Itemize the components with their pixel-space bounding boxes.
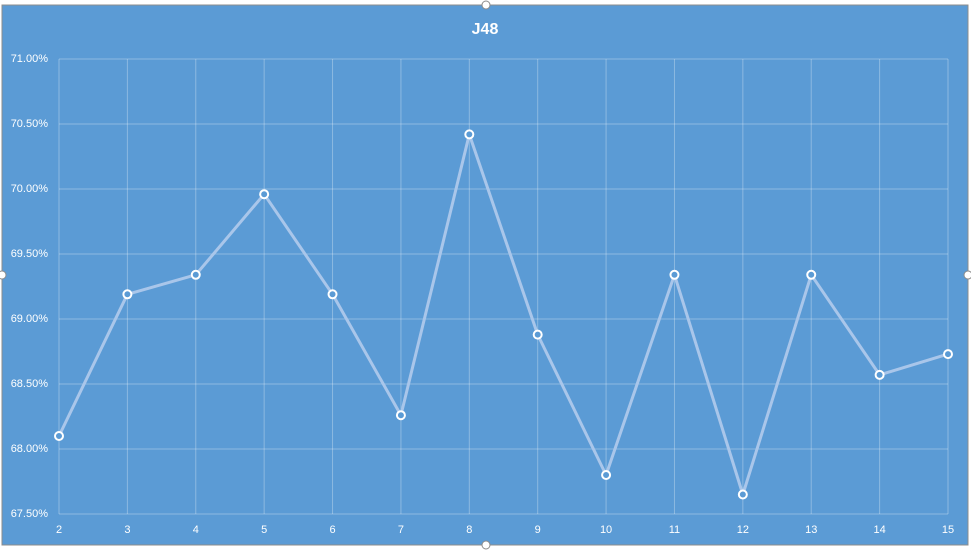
y-tick-label: 69.00% bbox=[11, 313, 49, 325]
y-tick-label: 71.00% bbox=[11, 53, 49, 65]
data-point bbox=[532, 329, 543, 340]
data-point bbox=[327, 289, 338, 300]
data-point bbox=[122, 289, 133, 300]
handle[interactable] bbox=[963, 270, 971, 280]
x-tick-label: 11 bbox=[669, 524, 680, 536]
chart-area[interactable] bbox=[1, 4, 969, 546]
series-line bbox=[57, 132, 949, 496]
y-tick-label: 69.50% bbox=[11, 248, 49, 260]
data-point bbox=[395, 410, 406, 421]
data-point bbox=[669, 269, 680, 280]
data-point bbox=[54, 431, 64, 441]
x-tick-label: 4 bbox=[193, 524, 199, 536]
x-tick-label: 5 bbox=[261, 524, 267, 536]
x-tick-label: 9 bbox=[535, 524, 541, 536]
x-tick-label: 14 bbox=[873, 524, 885, 536]
x-tick-label: 12 bbox=[737, 524, 749, 536]
data-point bbox=[464, 129, 475, 140]
chart-title: J48 bbox=[472, 21, 499, 38]
x-tick-label: 13 bbox=[805, 524, 817, 536]
x-tick-label: 6 bbox=[329, 524, 335, 536]
y-tick-label: 70.00% bbox=[11, 183, 49, 195]
handle[interactable] bbox=[0, 270, 7, 280]
x-tick-label: 8 bbox=[466, 524, 472, 536]
y-tick-label: 67.50% bbox=[11, 508, 49, 520]
x-tick-label: 7 bbox=[398, 524, 404, 536]
data-point bbox=[806, 269, 817, 280]
y-tick-label: 68.00% bbox=[11, 443, 49, 455]
data-point bbox=[874, 369, 885, 380]
handle[interactable] bbox=[481, 540, 491, 550]
x-tick-label: 2 bbox=[56, 524, 62, 536]
handle[interactable] bbox=[481, 0, 491, 10]
x-tick-label: 15 bbox=[942, 524, 954, 536]
x-tick-label: 10 bbox=[600, 524, 612, 536]
data-point bbox=[190, 269, 201, 280]
y-tick-label: 70.50% bbox=[11, 118, 49, 130]
data-point bbox=[259, 189, 270, 200]
data-point bbox=[737, 489, 748, 500]
y-tick-label: 68.50% bbox=[11, 378, 49, 390]
data-point bbox=[601, 470, 612, 480]
data-point bbox=[943, 349, 953, 360]
x-tick-label: 3 bbox=[124, 524, 130, 536]
